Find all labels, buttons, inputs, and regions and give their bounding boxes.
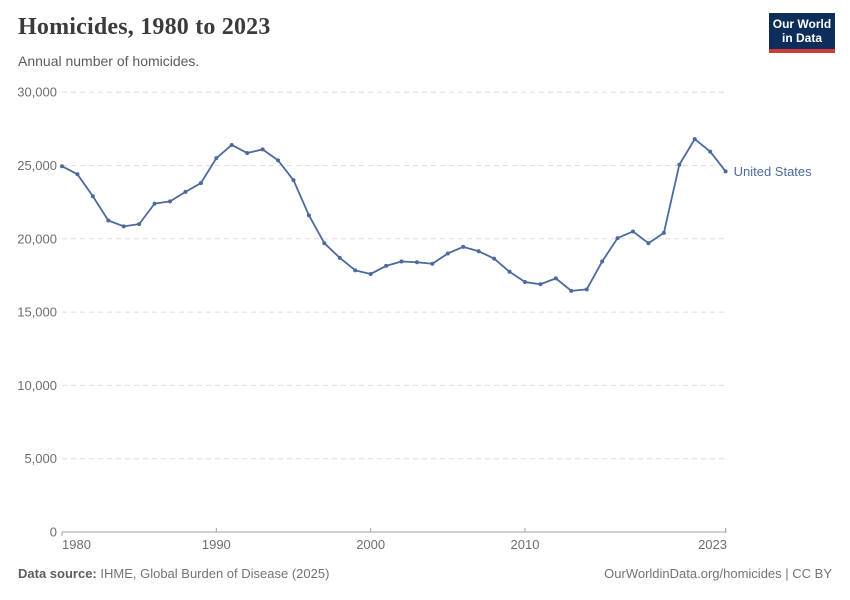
data-point-marker[interactable] (615, 236, 620, 241)
data-point-marker[interactable] (368, 271, 373, 276)
y-tick-label: 15,000 (17, 305, 57, 320)
series-line[interactable] (61, 138, 727, 292)
data-point-marker[interactable] (106, 218, 111, 223)
y-tick-label: 30,000 (17, 85, 57, 100)
data-point-marker[interactable] (430, 261, 435, 266)
data-point-marker[interactable] (198, 181, 203, 186)
data-point-marker[interactable] (137, 222, 142, 227)
data-point-marker[interactable] (646, 241, 651, 246)
data-point-marker[interactable] (337, 255, 342, 260)
y-tick-label: 20,000 (17, 231, 57, 246)
data-point-marker[interactable] (553, 276, 558, 281)
data-point-marker[interactable] (353, 268, 358, 273)
data-point-marker[interactable] (723, 169, 728, 174)
x-tick-label: 2023 (698, 537, 727, 552)
y-tick-label: 25,000 (17, 158, 57, 173)
x-tick-label: 2000 (356, 537, 385, 552)
entity-label[interactable]: United States (734, 164, 813, 179)
y-tick-label: 5,000 (24, 451, 57, 466)
chart-subtitle: Annual number of homicides. (18, 53, 200, 69)
data-source-text: IHME, Global Burden of Disease (2025) (96, 566, 330, 581)
data-source-label: Data source: (18, 566, 97, 581)
data-source: Data source: IHME, Global Burden of Dise… (18, 566, 329, 581)
owid-logo-text: Our World in Data (772, 17, 832, 45)
data-point-marker[interactable] (168, 199, 173, 204)
data-point-marker[interactable] (291, 178, 296, 183)
data-point-marker[interactable] (414, 260, 419, 265)
data-point-marker[interactable] (692, 137, 697, 142)
data-point-marker[interactable] (538, 282, 543, 287)
data-point-marker[interactable] (306, 213, 311, 218)
data-point-marker[interactable] (677, 162, 682, 167)
data-point-marker[interactable] (322, 241, 327, 246)
data-point-marker[interactable] (245, 151, 250, 156)
data-point-marker[interactable] (121, 224, 126, 229)
data-point-marker[interactable] (260, 147, 265, 152)
x-tick-label: 1990 (202, 537, 231, 552)
credit-link[interactable]: OurWorldinData.org/homicides | CC BY (604, 566, 832, 581)
data-point-marker[interactable] (445, 251, 450, 256)
data-point-marker[interactable] (229, 142, 234, 147)
y-tick-label: 10,000 (17, 378, 57, 393)
data-point-marker[interactable] (507, 269, 512, 274)
chart-footer: Data source: IHME, Global Burden of Dise… (18, 566, 832, 581)
data-point-marker[interactable] (183, 189, 188, 194)
data-point-marker[interactable] (384, 263, 389, 268)
x-tick-label: 1980 (62, 537, 91, 552)
data-point-marker[interactable] (661, 230, 666, 235)
data-point-marker[interactable] (90, 194, 95, 199)
data-point-marker[interactable] (60, 164, 64, 169)
owid-logo[interactable]: Our World in Data (769, 13, 835, 53)
data-point-marker[interactable] (492, 256, 497, 261)
data-point-marker[interactable] (399, 259, 404, 264)
data-point-marker[interactable] (476, 249, 481, 254)
data-point-marker[interactable] (522, 280, 527, 285)
page-title: Homicides, 1980 to 2023 (18, 14, 271, 40)
data-point-marker[interactable] (584, 287, 589, 292)
y-tick-label: 0 (50, 525, 57, 540)
data-point-marker[interactable] (214, 156, 219, 161)
data-point-marker[interactable] (276, 158, 281, 163)
data-point-marker[interactable] (569, 288, 574, 293)
data-point-marker[interactable] (75, 172, 80, 177)
data-point-marker[interactable] (708, 149, 713, 154)
data-point-marker[interactable] (152, 201, 157, 206)
x-tick-label: 2010 (511, 537, 540, 552)
data-point-marker[interactable] (631, 229, 636, 234)
data-point-marker[interactable] (600, 259, 605, 264)
data-point-marker[interactable] (461, 244, 466, 249)
